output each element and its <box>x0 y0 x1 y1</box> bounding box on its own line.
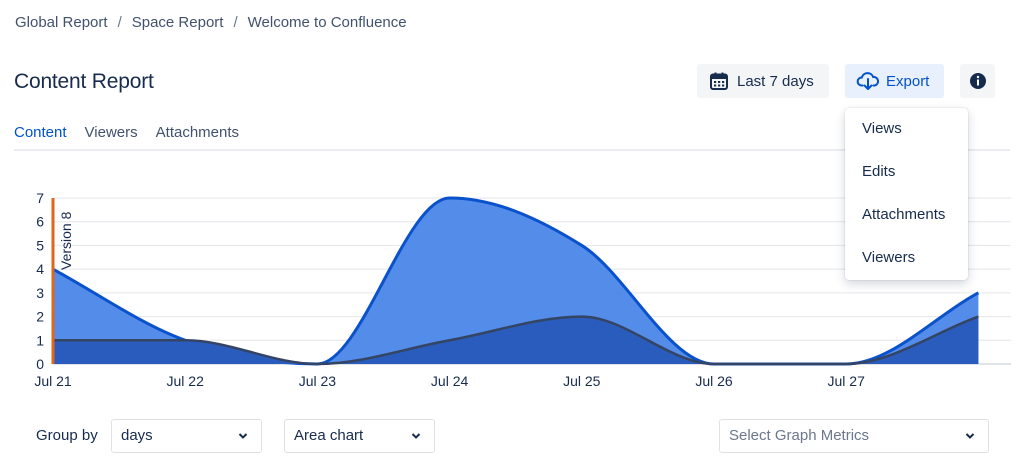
export-menu-item-edits[interactable]: Edits <box>862 163 896 180</box>
x-tick-label: Jul 21 <box>34 373 72 389</box>
chart-controls: Group by days Area chart Select Graph Me… <box>0 419 1024 453</box>
date-range-button[interactable]: Last 7 days <box>697 64 829 98</box>
x-tick-label: Jul 26 <box>695 373 733 389</box>
tab-viewers[interactable]: Viewers <box>84 124 138 141</box>
breadcrumb-separator: / <box>117 14 122 31</box>
x-tick-label: Jul 25 <box>563 373 601 389</box>
y-tick-label: 1 <box>36 332 44 348</box>
graph-metrics-select[interactable]: Select Graph Metrics <box>719 419 989 453</box>
series-area <box>53 198 979 364</box>
tab-bar: Content Viewers Attachments <box>14 124 257 151</box>
tab-attachments[interactable]: Attachments <box>155 124 240 141</box>
x-tick-label: Jul 27 <box>828 373 866 389</box>
breadcrumb: Global Report / Space Report / Welcome t… <box>15 14 407 31</box>
series-area <box>53 316 979 364</box>
y-tick-label: 0 <box>36 356 44 372</box>
y-tick-label: 7 <box>36 190 44 206</box>
series-line <box>52 315 979 366</box>
graph-metrics-placeholder: Select Graph Metrics <box>729 427 870 444</box>
export-menu-item-attachments[interactable]: Attachments <box>862 206 946 223</box>
x-tick-label: Jul 24 <box>431 373 469 389</box>
export-menu-item-views[interactable]: Views <box>862 120 902 137</box>
y-tick-label: 6 <box>36 214 44 230</box>
export-label: Export <box>886 72 930 90</box>
cloud-download-icon <box>856 72 880 90</box>
group-by-label: Group by <box>36 427 98 444</box>
annotation-label: Version 8 <box>58 211 74 270</box>
group-by-select[interactable]: days <box>111 419 262 453</box>
calendar-icon <box>710 72 728 90</box>
x-tick-label: Jul 22 <box>167 373 205 389</box>
x-tick-label: Jul 23 <box>299 373 337 389</box>
info-icon <box>969 73 986 89</box>
info-button[interactable] <box>960 64 995 98</box>
export-button[interactable]: Export <box>845 64 944 98</box>
chevron-down-icon <box>238 433 248 439</box>
breadcrumb-welcome[interactable]: Welcome to Confluence <box>247 14 407 31</box>
y-tick-label: 5 <box>36 237 44 253</box>
y-tick-label: 3 <box>36 285 44 301</box>
breadcrumb-space-report[interactable]: Space Report <box>131 14 224 31</box>
chevron-down-icon <box>411 433 421 439</box>
page-title: Content Report <box>14 70 154 93</box>
breadcrumb-separator: / <box>233 14 238 31</box>
breadcrumb-global-report[interactable]: Global Report <box>15 14 108 31</box>
tab-content[interactable]: Content <box>14 124 67 151</box>
y-tick-label: 4 <box>36 261 44 277</box>
date-range-label: Last 7 days <box>737 72 814 90</box>
y-tick-label: 2 <box>36 309 44 325</box>
export-menu-item-viewers[interactable]: Viewers <box>862 249 916 266</box>
chevron-down-icon <box>965 433 975 439</box>
tab-divider <box>14 149 1010 151</box>
export-dropdown-menu: Views Edits Attachments Viewers <box>845 108 968 280</box>
group-by-value: days <box>121 427 153 444</box>
chart-type-select[interactable]: Area chart <box>284 419 435 453</box>
chart-type-value: Area chart <box>294 427 364 444</box>
